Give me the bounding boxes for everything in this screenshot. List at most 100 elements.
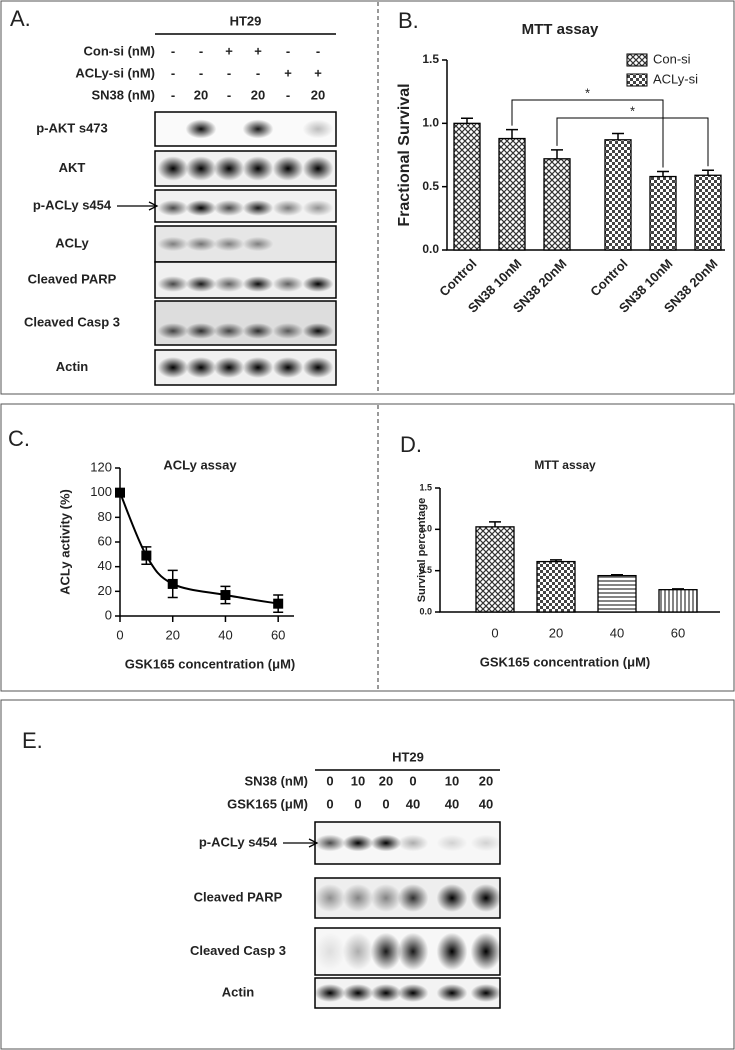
bracket [556,117,709,167]
x-tick-label: Control [587,256,630,299]
band [302,200,334,216]
x-tick-label: 20 [165,627,179,642]
y-tick-label: 1.5 [422,52,439,66]
band [436,932,468,971]
legend-label: ACLy-si [653,71,698,86]
band [342,932,374,971]
condition-name: Con-si (nM) [84,43,155,58]
error-bar [550,559,562,562]
y-tick-label: 40 [98,558,112,573]
condition-value: 0 [354,796,361,811]
condition-value: 20 [311,87,325,102]
band [213,357,245,378]
band [314,834,346,852]
condition-value: - [256,65,260,80]
band [185,323,217,339]
condition-value: 20 [479,773,493,788]
band [242,156,274,181]
condition-value: 20 [379,773,393,788]
band [342,984,374,1002]
band [436,884,468,912]
axis [119,468,294,617]
point [141,550,152,561]
band [272,200,304,216]
band [302,357,334,378]
band [185,119,217,139]
frame [0,699,735,1050]
band-label: Cleaved PARP [28,271,117,286]
band [213,200,245,216]
condition-value: 0 [326,796,333,811]
y-tick-label: 100 [90,484,112,499]
band [436,834,468,852]
band [470,834,502,852]
band [242,323,274,339]
band [242,276,274,292]
y-tick-label: 20 [98,583,112,598]
band [242,236,274,252]
band [272,156,304,181]
y-tick-label: 1.5 [419,482,432,492]
condition-value: 40 [406,796,420,811]
point [273,598,284,609]
frame [0,403,735,692]
cell-line: HT29 [392,749,424,764]
band [436,984,468,1002]
arrow [117,201,159,211]
condition-value: 0 [326,773,333,788]
band [397,984,429,1002]
condition-value: - [199,43,203,58]
bar [475,526,515,613]
condition-value: + [225,43,233,58]
chart-title: ACLy assay [163,457,237,472]
error-bar [702,169,714,176]
x-tick-label: 0 [116,627,123,642]
blot [154,300,337,346]
band-label: p-ACLy s454 [33,197,112,212]
condition-value: 0 [382,796,389,811]
error-bar [551,149,563,159]
y-axis-label: Survival percentage [416,498,428,603]
condition-value: - [171,87,175,102]
condition-value: 10 [445,773,459,788]
panel-label: E. [22,728,43,753]
band [314,884,346,912]
panel-label: D. [400,432,422,457]
condition-value: + [254,43,262,58]
band [314,984,346,1002]
condition-value: - [171,43,175,58]
band [470,884,502,912]
band [302,323,334,339]
condition-name: SN38 (nM) [244,773,308,788]
bracket [511,99,664,168]
x-tick-label: 40 [610,625,624,640]
frame [0,0,735,395]
y-tick-label: 1.0 [422,116,439,130]
legend-swatch [626,73,648,87]
band [342,884,374,912]
error-bar [672,588,684,590]
panel-label: C. [8,426,30,451]
x-tick-label: Control [436,256,479,299]
condition-name: GSK165 (μM) [227,796,308,811]
x-axis-label: GSK165 concentration (μM) [125,656,295,671]
band [342,834,374,852]
error-bar [506,128,518,139]
y-axis-label: Fractional Survival [396,83,413,226]
band-label: Actin [222,984,255,999]
legend-swatch [626,53,648,67]
bar [604,139,632,251]
band [242,119,274,139]
condition-value: 20 [251,87,265,102]
band [185,276,217,292]
band [397,932,429,971]
band [213,236,245,252]
condition-value: + [314,65,322,80]
point [167,578,178,589]
annotation: * [585,85,590,100]
line [119,492,279,605]
condition-value: 40 [479,796,493,811]
x-tick-label: 0 [491,625,498,640]
condition-value: - [286,43,290,58]
error-bar [489,521,501,527]
